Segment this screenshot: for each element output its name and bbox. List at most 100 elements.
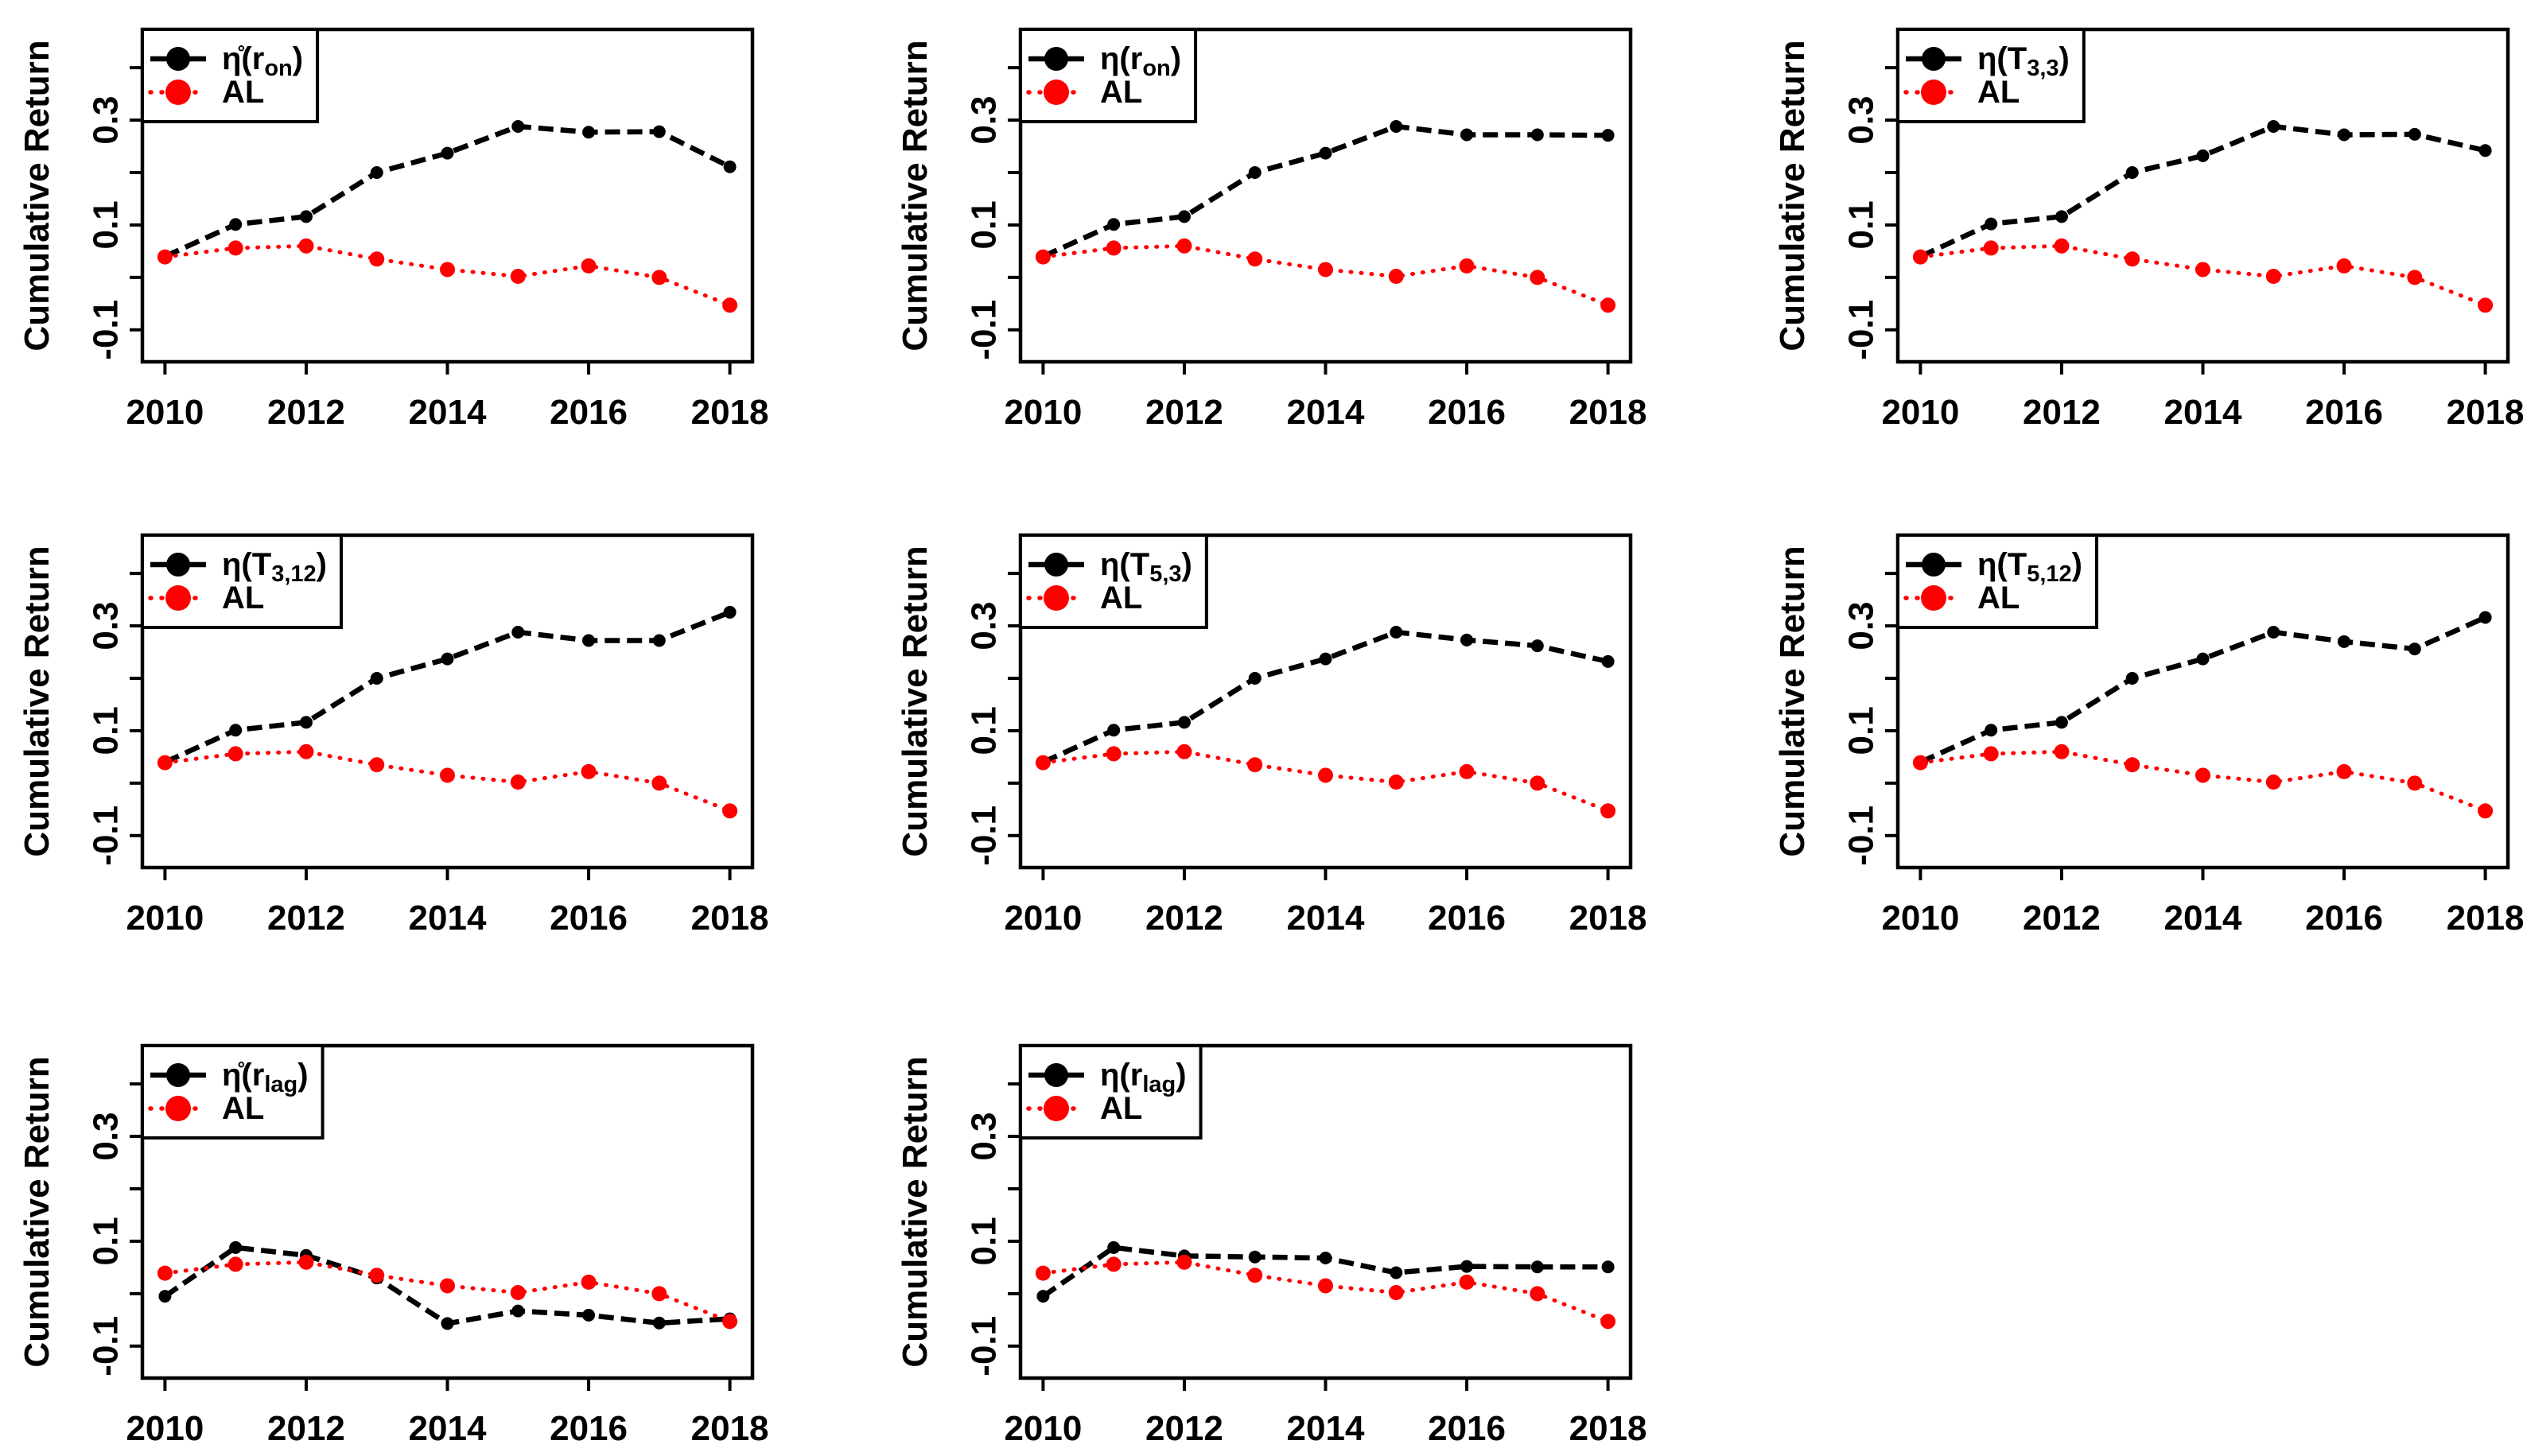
strategy-line <box>1919 615 2486 765</box>
x-tick-label: 2010 <box>1881 899 1959 938</box>
legend-box <box>141 28 320 123</box>
benchmark-point <box>2407 270 2423 285</box>
y-tick-label: 0.1 <box>87 706 126 755</box>
benchmark-point <box>1459 763 1475 779</box>
benchmark-point <box>722 1314 738 1330</box>
benchmark-point <box>227 746 243 762</box>
y-tick-label: -0.1 <box>965 1316 1004 1376</box>
strategy-point <box>652 634 666 647</box>
y-tick-label: 0.3 <box>965 1112 1004 1160</box>
legend-sample-marker <box>166 553 190 577</box>
benchmark-point <box>651 270 667 285</box>
y-tick-label: 0.1 <box>87 1217 126 1265</box>
legend-series-label: AL <box>222 580 264 615</box>
strategy-point <box>1460 1260 1474 1273</box>
legend-sample-marker <box>1044 1096 1069 1121</box>
strategy-point <box>2055 210 2068 223</box>
strategy-line <box>164 123 732 259</box>
legend: η̊(rlag)AL <box>141 1044 325 1140</box>
strategy-line <box>164 609 731 765</box>
y-axis-title: Cumulative Return <box>17 40 56 351</box>
strategy-point <box>2408 127 2421 141</box>
legend-sample-marker <box>1044 80 1069 105</box>
legend-series-label: η(T3,12) <box>222 547 327 587</box>
benchmark-point <box>1106 746 1122 762</box>
benchmark-point <box>2195 767 2210 783</box>
benchmark-point <box>1600 297 1616 313</box>
benchmark-point <box>1035 249 1051 265</box>
x-tick-label: 2014 <box>1287 899 1365 938</box>
x-tick-label: 2012 <box>2023 393 2101 432</box>
y-tick-label: 0.1 <box>965 200 1004 249</box>
legend-series-label: AL <box>1100 580 1142 615</box>
x-tick-label: 2016 <box>1428 1409 1506 1448</box>
x-tick-label: 2014 <box>409 393 487 432</box>
benchmark-point <box>1983 240 1999 256</box>
strategy-point <box>1248 1250 1262 1264</box>
chart-panel-8: 0.3 0.1 -0.1 2010 2012 2014 2016 2018 Cumulative… <box>842 971 1685 1456</box>
benchmark-point <box>369 251 385 267</box>
strategy-point <box>652 125 666 138</box>
x-tick-label: 2016 <box>550 1409 628 1448</box>
benchmark-point <box>440 1278 455 1294</box>
x-tick-label: 2012 <box>1145 393 1223 432</box>
strategy-line <box>1919 123 2486 259</box>
legend-series-label: AL <box>1100 1091 1142 1126</box>
benchmark-point <box>581 258 597 274</box>
x-tick-label: 2014 <box>2164 899 2242 938</box>
y-tick-label: -0.1 <box>965 300 1004 360</box>
strategy-point <box>652 1316 666 1330</box>
benchmark-line <box>162 243 733 308</box>
x-tick-label: 2014 <box>2164 393 2242 432</box>
strategy-point <box>370 671 383 685</box>
y-axis-title: Cumulative Return <box>1773 546 1812 856</box>
benchmark-line <box>162 749 733 813</box>
strategy-point <box>229 724 243 737</box>
x-tick-label: 2010 <box>1881 393 1959 432</box>
benchmark-point <box>510 775 526 790</box>
benchmark-point <box>510 1285 526 1301</box>
benchmark-point <box>1983 746 1999 762</box>
benchmark-point <box>298 1254 314 1270</box>
legend-sample-marker <box>166 1063 190 1087</box>
legend: η(T5,3)AL <box>1019 534 1208 629</box>
y-axis-title: Cumulative Return <box>1773 40 1812 351</box>
benchmark-point <box>1247 251 1263 267</box>
chart-panel-3: 0.3 0.1 -0.1 2010 2012 2014 2016 2018 Cumulative… <box>1685 0 2527 485</box>
benchmark-point <box>1459 1274 1475 1290</box>
benchmark-point <box>2265 269 2281 285</box>
chart-panel-4: 0.3 0.1 -0.1 2010 2012 2014 2016 2018 Cumulative… <box>0 485 842 970</box>
y-tick-label: 0.1 <box>965 1217 1004 1265</box>
strategy-point <box>1390 119 1403 133</box>
x-tick-label: 2018 <box>691 899 769 938</box>
strategy-point <box>1530 639 1544 653</box>
strategy-point <box>2267 625 2280 639</box>
strategy-point <box>2055 716 2068 729</box>
benchmark-point <box>1035 1265 1051 1281</box>
strategy-point <box>2125 671 2139 685</box>
legend-box <box>1019 28 1198 123</box>
benchmark-point <box>510 269 526 285</box>
empty-cell <box>1685 971 2527 1456</box>
strategy-point <box>582 634 596 647</box>
legend-sample-marker <box>1921 585 1946 611</box>
strategy-point <box>441 652 454 666</box>
benchmark-point <box>1035 755 1051 771</box>
legend-sample-marker <box>165 80 191 105</box>
benchmark-point <box>722 297 738 313</box>
y-tick-label: 0.3 <box>965 95 1004 144</box>
strategy-point <box>2478 611 2492 624</box>
x-tick-label: 2014 <box>409 1409 487 1448</box>
strategy-point <box>1390 1266 1403 1279</box>
y-axis-title: Cumulative Return <box>17 546 56 856</box>
benchmark-point <box>1388 269 1404 285</box>
benchmark-point <box>2336 763 2352 779</box>
legend-sample-marker <box>165 585 191 611</box>
x-tick-label: 2010 <box>1004 393 1082 432</box>
